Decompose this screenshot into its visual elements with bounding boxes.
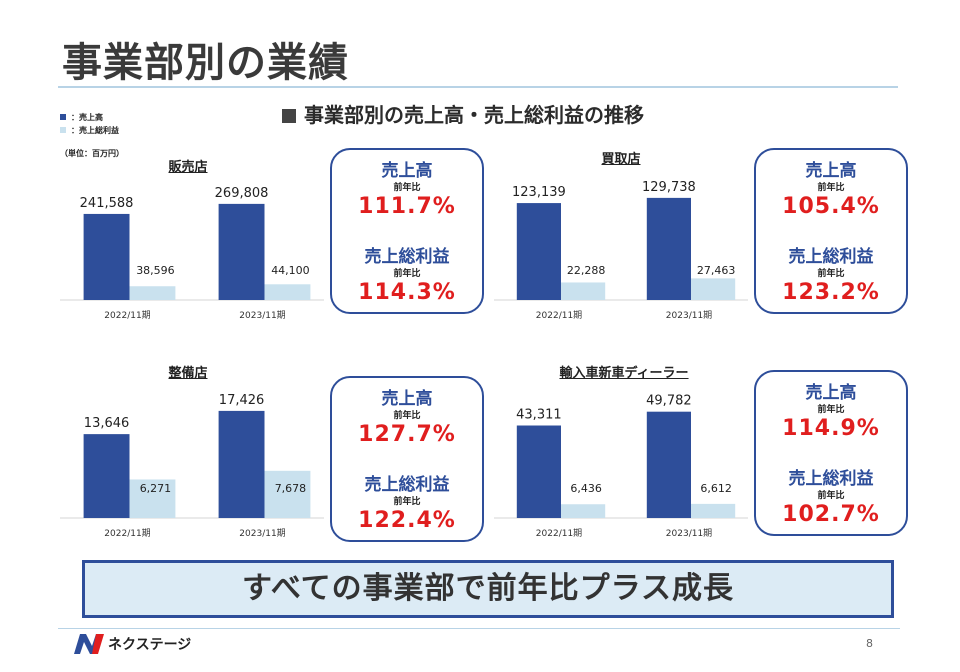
label-sales-value: 13,646 [84, 416, 129, 431]
yoy-gross-sub: 前年比 [817, 491, 845, 501]
yoy-gross-value: 122.4% [358, 508, 456, 533]
chart-hanbaiten: 販売店 241,588 38,596 2022/11期 269,808 44,100 20… [60, 156, 330, 326]
yoy-sales-label: 売上高 [805, 161, 857, 181]
bar-sales [646, 197, 691, 300]
x-tick-label: 2022/11期 [536, 528, 582, 539]
yoy-box-kaitoriten: 売上高 前年比 105.4% 売上総利益 前年比 123.2% [754, 148, 908, 314]
yoy-sales-value: 111.7% [358, 194, 456, 219]
logo-mark-icon [74, 633, 104, 654]
bar-gross-profit [264, 284, 311, 300]
chart-plot: 241,588 38,596 2022/11期 269,808 44,100 2023/1… [60, 186, 324, 321]
yoy-sales-label: 売上高 [381, 161, 433, 181]
square-bullet-icon [282, 109, 296, 123]
yoy-box-seibiten: 売上高 前年比 127.7% 売上総利益 前年比 122.4% [330, 376, 484, 542]
label-sales-value: 43,311 [516, 408, 562, 423]
yoy-gross-sub: 前年比 [817, 269, 845, 279]
title-divider [58, 86, 898, 88]
chart-kaitoriten: 買取店 123,139 22,288 2022/11期 129,738 27,463 20… [494, 148, 754, 326]
yoy-gross-value: 102.7% [782, 502, 880, 527]
legend-label-sales: ：売上高 [71, 113, 103, 122]
bar-sales [218, 203, 265, 300]
chart-title: 整備店 [168, 366, 208, 381]
yoy-sales-sub: 前年比 [393, 411, 421, 421]
legend-item-gross: ：売上総利益 [60, 124, 119, 137]
bar-sales [516, 425, 561, 518]
yoy-box-import-dealer: 売上高 前年比 114.9% 売上総利益 前年比 102.7% [754, 370, 908, 536]
yoy-sales-label: 売上高 [381, 389, 433, 409]
label-sales-value: 241,588 [80, 196, 134, 211]
legend: ：売上高 ：売上総利益 [60, 111, 119, 137]
yoy-gross-value: 114.3% [358, 280, 456, 305]
chart-title: 輸入車新車ディーラー [559, 366, 689, 381]
label-gross-value: 6,612 [700, 482, 732, 495]
legend-item-sales: ：売上高 [60, 111, 119, 124]
x-tick-label: 2023/11期 [666, 528, 712, 539]
legend-label-gross: ：売上総利益 [71, 126, 119, 135]
chart-import-dealer: 輸入車新車ディーラー 43,311 6,436 2022/11期 49,782 6,61… [494, 362, 754, 544]
yoy-gross-label: 売上総利益 [788, 469, 874, 489]
label-gross-value: 7,678 [275, 482, 307, 495]
yoy-sales-sub: 前年比 [817, 405, 845, 415]
label-sales-value: 129,738 [642, 180, 696, 195]
chart-plot: 43,311 6,436 2022/11期 49,782 6,612 2023/11期 [494, 394, 748, 539]
label-gross-value: 38,596 [136, 264, 175, 277]
x-tick-label: 2023/11期 [239, 528, 285, 539]
yoy-sales-sub: 前年比 [393, 183, 421, 193]
chart-title: 販売店 [168, 160, 208, 175]
bar-gross-profit [129, 286, 176, 300]
page-title: 事業部別の業績 [62, 40, 349, 86]
yoy-sales-value: 127.7% [358, 422, 456, 447]
label-sales-value: 123,139 [512, 185, 566, 200]
label-sales-value: 17,426 [219, 393, 264, 408]
label-gross-value: 22,288 [567, 264, 606, 277]
label-gross-value: 6,436 [570, 482, 602, 495]
bar-gross-profit [264, 470, 311, 518]
bar-sales [646, 411, 691, 518]
legend-swatch-gross [60, 127, 66, 133]
yoy-box-hanbaiten: 売上高 前年比 111.7% 売上総利益 前年比 114.3% [330, 148, 484, 314]
logo-text: ネクステージ [108, 636, 192, 653]
page-number: 8 [866, 637, 873, 650]
bar-gross-profit [691, 278, 736, 300]
label-gross-value: 6,271 [140, 482, 172, 495]
unit-note: （単位：百万円） [60, 149, 124, 158]
x-tick-label: 2022/11期 [104, 528, 150, 539]
x-tick-label: 2022/11期 [536, 310, 582, 321]
yoy-sales-value: 114.9% [782, 416, 880, 441]
yoy-gross-label: 売上総利益 [364, 247, 450, 267]
chart-plot: 123,139 22,288 2022/11期 129,738 27,463 2023/1… [494, 180, 748, 321]
company-logo: ネクステージ [74, 633, 191, 654]
chart-seibiten: 整備店 13,646 6,271 2022/11期 17,426 7,678 2023/1… [60, 362, 330, 544]
yoy-gross-sub: 前年比 [393, 269, 421, 279]
label-gross-value: 44,100 [271, 264, 310, 277]
label-sales-value: 269,808 [215, 186, 269, 201]
bar-sales [83, 434, 130, 518]
label-gross-value: 27,463 [697, 264, 736, 277]
bar-gross-profit [691, 503, 736, 518]
bar-gross-profit [561, 504, 606, 518]
yoy-gross-sub: 前年比 [393, 497, 421, 507]
chart-plot: 13,646 6,271 2022/11期 17,426 7,678 2023/11期 [60, 393, 324, 539]
label-sales-value: 49,782 [646, 394, 692, 409]
yoy-gross-label: 売上総利益 [364, 475, 450, 495]
bar-sales [218, 410, 265, 518]
chart-subtitle: 事業部別の売上高・売上総利益の推移 [282, 99, 644, 128]
yoy-gross-value: 123.2% [782, 280, 880, 305]
bar-sales [516, 203, 561, 300]
yoy-sales-label: 売上高 [805, 383, 857, 403]
x-tick-label: 2023/11期 [239, 310, 285, 321]
bar-sales [83, 213, 130, 300]
bar-gross-profit [129, 479, 176, 518]
yoy-sales-value: 105.4% [782, 194, 880, 219]
yoy-sales-sub: 前年比 [817, 183, 845, 193]
x-tick-label: 2022/11期 [104, 310, 150, 321]
chart-title: 買取店 [601, 152, 641, 167]
chart-subtitle-text: 事業部別の売上高・売上総利益の推移 [304, 103, 644, 127]
bar-gross-profit [561, 282, 606, 300]
legend-swatch-sales [60, 114, 66, 120]
summary-banner: すべての事業部で前年比プラス成長 [82, 560, 894, 618]
x-tick-label: 2023/11期 [666, 310, 712, 321]
footer-divider [58, 628, 900, 629]
yoy-gross-label: 売上総利益 [788, 247, 874, 267]
